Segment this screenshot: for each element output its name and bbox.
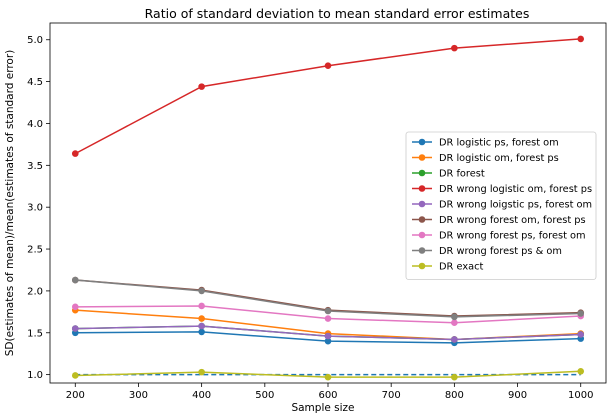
data-point: [71, 303, 79, 311]
data-point: [324, 373, 332, 381]
x-axis-label: Sample size: [291, 402, 354, 414]
data-point: [451, 313, 458, 321]
series: [71, 276, 585, 321]
data-point: [71, 150, 79, 157]
x-tick-label: 600: [318, 390, 337, 401]
y-tick-label: 4.0: [27, 119, 43, 130]
data-point: [71, 276, 79, 284]
data-point: [324, 315, 332, 322]
data-point: [198, 368, 205, 376]
y-tick-label: 4.5: [27, 77, 43, 88]
x-tick-label: 200: [66, 390, 85, 401]
legend-swatch-marker: [418, 216, 426, 223]
x-axis: 200 300 400 500 600 700 800 900 1000: [66, 383, 593, 401]
series: [71, 35, 585, 157]
legend-label: DR logistic om, forest ps: [439, 153, 559, 164]
data-point: [198, 83, 205, 90]
legend-item: DR wrong loigstic ps, forest om: [412, 200, 592, 211]
legend-label: DR logistic ps, forest om: [439, 138, 559, 149]
data-point: [451, 336, 458, 343]
y-tick-label: 5.0: [27, 35, 43, 46]
legend-swatch-marker: [418, 200, 426, 208]
legend-swatch-marker: [418, 185, 426, 192]
data-point: [324, 337, 332, 345]
x-tick-label: 800: [445, 390, 464, 401]
x-tick-label: 500: [255, 390, 274, 401]
y-tick-label: 3.5: [27, 161, 43, 172]
legend-swatch-marker: [418, 262, 426, 270]
legend-label: DR wrong logistic om, forest ps: [439, 184, 592, 195]
data-point: [451, 44, 458, 52]
legend-swatch-marker: [418, 154, 426, 161]
legend-item: DR exact: [412, 262, 484, 273]
legend-swatch-marker: [418, 247, 426, 254]
data-point: [198, 302, 205, 310]
data-point: [577, 367, 585, 375]
legend-item: DR wrong logistic om, forest ps: [412, 184, 592, 195]
chart-title: Ratio of standard deviation to mean stan…: [145, 6, 530, 21]
data-point: [198, 315, 205, 322]
y-tick-label: 2.5: [27, 245, 43, 256]
y-tick-label: 1.5: [27, 328, 43, 339]
y-axis: 1.0 1.5 2.0 2.5 3.0 3.5 4.0 4.5 5.0: [27, 35, 50, 381]
data-point: [451, 319, 458, 327]
data-point: [324, 332, 332, 340]
data-point: [577, 35, 585, 43]
legend-label: DR wrong loigstic ps, forest om: [439, 200, 592, 211]
legend-swatch-marker: [418, 138, 426, 146]
legend-item: DR wrong forest om, forest ps: [412, 215, 586, 226]
legend-item: DR wrong forest ps & om: [412, 246, 562, 257]
y-axis-label: SD(estimates of mean)/mean(estimates of …: [4, 50, 16, 357]
legend-label: DR exact: [439, 262, 484, 273]
series: [71, 367, 585, 381]
series: [71, 322, 585, 343]
data-point: [324, 307, 332, 315]
legend-item: DR wrong forest ps, forest om: [412, 231, 586, 242]
data-point: [198, 287, 205, 295]
x-tick-label: 400: [192, 390, 211, 401]
data-point: [198, 328, 205, 336]
data-point: [451, 373, 458, 381]
legend-label: DR wrong forest om, forest ps: [439, 215, 586, 226]
data-point: [198, 322, 205, 330]
legend-item: DR forest: [412, 169, 485, 180]
data-point: [577, 310, 585, 317]
legend-label: DR forest: [439, 169, 485, 180]
x-tick-label: 300: [129, 390, 148, 401]
legend-box: [405, 131, 597, 280]
legend-swatch-marker: [418, 231, 426, 239]
y-tick-label: 3.0: [27, 203, 43, 214]
legend: DR logistic ps, forest om DR logistic om,…: [405, 131, 597, 280]
x-tick-label: 700: [382, 390, 401, 401]
data-point: [71, 325, 79, 332]
y-tick-label: 2.0: [27, 286, 43, 297]
data-point: [71, 372, 79, 379]
legend-item: DR logistic ps, forest om: [412, 138, 559, 149]
y-tick-label: 1.0: [27, 370, 43, 381]
x-tick-label: 1000: [568, 390, 593, 401]
legend-item: DR logistic om, forest ps: [412, 153, 559, 164]
legend-label: DR wrong forest ps, forest om: [439, 231, 586, 242]
data-point: [577, 331, 585, 338]
series-group: [71, 35, 585, 381]
x-tick-label: 900: [508, 390, 527, 401]
data-point: [324, 62, 332, 69]
legend-label: DR wrong forest ps & om: [439, 246, 562, 257]
legend-swatch-marker: [418, 169, 426, 177]
